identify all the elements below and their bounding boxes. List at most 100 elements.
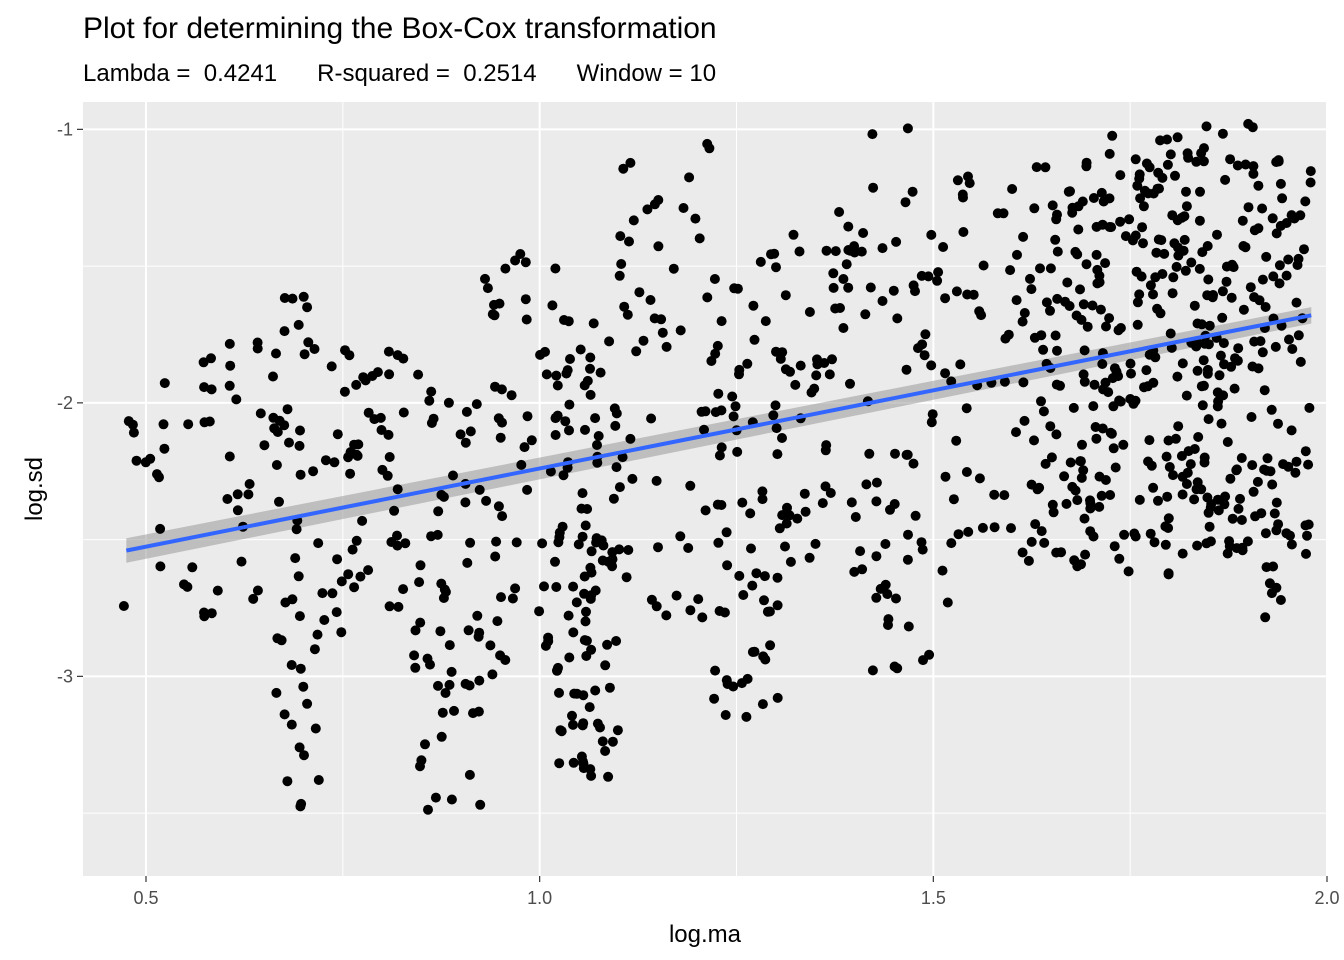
data-point xyxy=(182,581,193,592)
data-point xyxy=(989,522,1000,533)
data-point xyxy=(827,354,837,365)
data-point xyxy=(232,505,243,516)
data-point xyxy=(1141,365,1152,376)
data-point xyxy=(392,350,403,361)
data-point xyxy=(1081,161,1092,172)
data-point xyxy=(603,771,614,782)
data-point xyxy=(927,409,938,420)
data-point xyxy=(1070,485,1081,496)
data-point xyxy=(521,314,532,325)
data-point xyxy=(1104,222,1115,232)
data-point xyxy=(1023,555,1034,566)
data-point xyxy=(1081,259,1092,270)
data-point xyxy=(1150,272,1161,283)
data-point xyxy=(830,246,841,257)
regression-line xyxy=(125,313,1312,553)
data-point xyxy=(557,521,568,532)
data-point xyxy=(700,406,711,417)
data-point xyxy=(1095,304,1106,315)
data-point xyxy=(127,419,138,430)
data-point xyxy=(737,497,748,508)
data-point xyxy=(772,572,783,583)
data-point xyxy=(198,357,209,368)
data-point xyxy=(448,470,458,481)
data-point xyxy=(1035,263,1045,274)
data-point xyxy=(1139,382,1149,393)
data-point xyxy=(236,556,247,567)
data-point xyxy=(562,365,573,376)
data-point xyxy=(287,594,298,605)
data-point xyxy=(158,419,169,430)
data-point xyxy=(516,459,527,470)
data-point xyxy=(286,719,297,730)
data-point xyxy=(1132,319,1143,330)
data-point xyxy=(891,593,901,604)
data-point xyxy=(347,544,358,555)
data-point xyxy=(1079,376,1090,387)
data-point xyxy=(550,263,561,274)
data-point xyxy=(1193,432,1204,442)
data-point xyxy=(1289,213,1300,224)
data-point xyxy=(1257,274,1268,285)
data-point xyxy=(491,536,502,547)
data-point xyxy=(792,513,803,524)
data-point xyxy=(1281,270,1292,281)
data-point xyxy=(1267,479,1278,490)
data-point xyxy=(1168,272,1179,283)
data-point xyxy=(339,386,350,397)
data-point xyxy=(1108,443,1119,454)
data-point xyxy=(582,504,593,514)
data-point xyxy=(1137,222,1148,233)
data-point xyxy=(1091,249,1102,260)
data-point xyxy=(1072,249,1083,260)
data-point xyxy=(759,571,770,582)
data-point xyxy=(1162,159,1173,170)
data-point xyxy=(1104,313,1115,324)
data-point xyxy=(345,468,356,479)
data-point xyxy=(1088,193,1099,203)
data-point xyxy=(1088,531,1099,542)
data-point xyxy=(382,470,393,481)
data-point xyxy=(1051,429,1062,440)
data-point xyxy=(507,593,518,604)
data-point xyxy=(1082,321,1093,332)
data-point xyxy=(1105,490,1116,500)
data-point xyxy=(1182,148,1193,159)
data-point xyxy=(917,339,928,350)
data-point xyxy=(320,455,331,466)
data-point xyxy=(1104,193,1115,204)
data-point xyxy=(1266,404,1277,415)
data-point xyxy=(571,597,582,608)
data-point xyxy=(1075,284,1085,295)
data-point xyxy=(1061,498,1072,509)
data-point xyxy=(937,565,948,576)
data-point xyxy=(426,386,437,397)
data-point xyxy=(1030,519,1041,530)
data-point xyxy=(1029,435,1039,446)
data-point xyxy=(757,494,768,505)
data-point xyxy=(313,538,324,549)
data-point xyxy=(892,663,903,674)
data-point xyxy=(1264,578,1275,589)
data-point xyxy=(1134,289,1145,300)
data-point xyxy=(586,644,597,655)
data-point xyxy=(1243,118,1254,129)
data-point xyxy=(463,625,474,636)
data-point xyxy=(1192,540,1203,551)
data-point xyxy=(702,138,713,149)
data-point xyxy=(729,283,740,294)
data-point xyxy=(460,678,471,689)
data-point xyxy=(212,585,223,596)
data-point xyxy=(867,129,878,140)
data-point xyxy=(1130,230,1141,241)
data-point xyxy=(1159,248,1170,259)
data-point xyxy=(1045,305,1055,316)
data-point xyxy=(319,615,330,625)
data-point xyxy=(1110,462,1121,473)
data-point xyxy=(384,369,395,380)
data-point xyxy=(622,309,633,320)
data-point xyxy=(653,241,664,252)
data-point xyxy=(1287,344,1298,354)
data-point xyxy=(1050,234,1061,245)
data-point xyxy=(1114,395,1125,406)
